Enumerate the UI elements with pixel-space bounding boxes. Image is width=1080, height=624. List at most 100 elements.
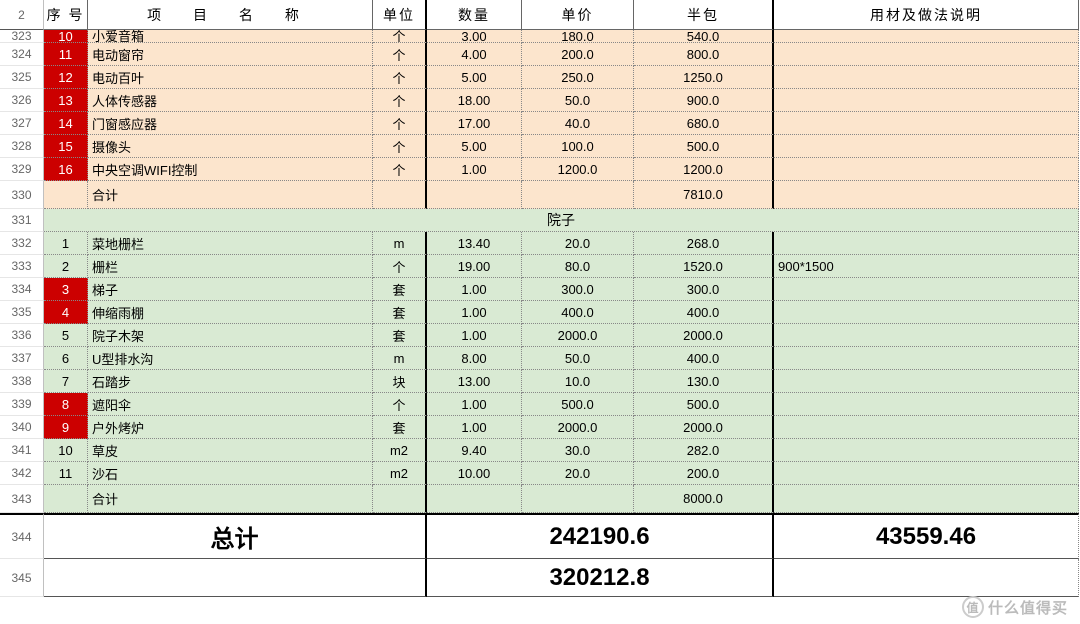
- cell[interactable]: 伸缩雨棚: [88, 301, 373, 324]
- row-number[interactable]: 332: [0, 232, 44, 255]
- cell[interactable]: 合计: [88, 485, 373, 513]
- cell[interactable]: [373, 485, 427, 513]
- cell[interactable]: [774, 232, 1079, 255]
- cell[interactable]: 沙石: [88, 462, 373, 485]
- col-half[interactable]: 半包: [634, 0, 774, 30]
- cell[interactable]: 13.40: [427, 232, 522, 255]
- row-number[interactable]: 328: [0, 135, 44, 158]
- row-number[interactable]: 329: [0, 158, 44, 181]
- cell[interactable]: m: [373, 232, 427, 255]
- cell[interactable]: 14: [44, 112, 88, 135]
- cell[interactable]: 300.0: [634, 278, 774, 301]
- cell[interactable]: 1.00: [427, 278, 522, 301]
- cell[interactable]: [774, 112, 1079, 135]
- cell[interactable]: 540.0: [634, 30, 774, 43]
- cell[interactable]: [774, 416, 1079, 439]
- cell[interactable]: 8.00: [427, 347, 522, 370]
- cell[interactable]: 282.0: [634, 439, 774, 462]
- grand-total-mid[interactable]: 242190.6: [427, 513, 774, 559]
- cell[interactable]: [774, 559, 1079, 597]
- cell[interactable]: [44, 485, 88, 513]
- cell[interactable]: 10: [44, 439, 88, 462]
- cell[interactable]: [774, 43, 1079, 66]
- cell[interactable]: 个: [373, 30, 427, 43]
- cell[interactable]: 个: [373, 255, 427, 278]
- cell[interactable]: 400.0: [634, 347, 774, 370]
- cell[interactable]: 80.0: [522, 255, 634, 278]
- cell[interactable]: 9: [44, 416, 88, 439]
- cell[interactable]: 菜地栅栏: [88, 232, 373, 255]
- cell[interactable]: 9.40: [427, 439, 522, 462]
- cell[interactable]: 16: [44, 158, 88, 181]
- cell[interactable]: [522, 485, 634, 513]
- cell[interactable]: m2: [373, 439, 427, 462]
- cell[interactable]: 8: [44, 393, 88, 416]
- cell[interactable]: 900.0: [634, 89, 774, 112]
- cell[interactable]: 摄像头: [88, 135, 373, 158]
- cell[interactable]: 2: [44, 255, 88, 278]
- cell[interactable]: 中央空调WIFI控制: [88, 158, 373, 181]
- cell[interactable]: 500.0: [522, 393, 634, 416]
- cell[interactable]: 1.00: [427, 158, 522, 181]
- row-number[interactable]: 326: [0, 89, 44, 112]
- cell[interactable]: 4.00: [427, 43, 522, 66]
- cell[interactable]: 遮阳伞: [88, 393, 373, 416]
- cell[interactable]: 电动窗帘: [88, 43, 373, 66]
- cell[interactable]: 400.0: [634, 301, 774, 324]
- cell[interactable]: 6: [44, 347, 88, 370]
- row-number[interactable]: 331: [0, 209, 44, 232]
- cell[interactable]: 块: [373, 370, 427, 393]
- cell[interactable]: 2000.0: [634, 416, 774, 439]
- cell[interactable]: 130.0: [634, 370, 774, 393]
- cell[interactable]: 1200.0: [634, 158, 774, 181]
- cell[interactable]: 500.0: [634, 135, 774, 158]
- cell[interactable]: 5.00: [427, 66, 522, 89]
- row-number[interactable]: 335: [0, 301, 44, 324]
- cell[interactable]: 门窗感应器: [88, 112, 373, 135]
- col-unit[interactable]: 单位: [373, 0, 427, 30]
- cell[interactable]: [774, 30, 1079, 43]
- cell[interactable]: 套: [373, 278, 427, 301]
- cell[interactable]: [44, 559, 427, 597]
- cell[interactable]: 个: [373, 135, 427, 158]
- cell[interactable]: [774, 393, 1079, 416]
- rownum-header[interactable]: 2: [0, 0, 44, 30]
- cell[interactable]: 680.0: [634, 112, 774, 135]
- cell[interactable]: 50.0: [522, 347, 634, 370]
- cell[interactable]: 套: [373, 416, 427, 439]
- cell[interactable]: 4: [44, 301, 88, 324]
- cell[interactable]: 个: [373, 66, 427, 89]
- cell[interactable]: 2000.0: [634, 324, 774, 347]
- cell[interactable]: 7810.0: [634, 181, 774, 209]
- grand-total-right[interactable]: 43559.46: [774, 513, 1079, 559]
- cell[interactable]: 7: [44, 370, 88, 393]
- cell[interactable]: 人体传感器: [88, 89, 373, 112]
- cell[interactable]: [774, 278, 1079, 301]
- cell[interactable]: 套: [373, 301, 427, 324]
- cell[interactable]: 1520.0: [634, 255, 774, 278]
- cell[interactable]: 石踏步: [88, 370, 373, 393]
- cell[interactable]: 1.00: [427, 324, 522, 347]
- row-number[interactable]: 340: [0, 416, 44, 439]
- grand-total-mid-2[interactable]: 320212.8: [427, 559, 774, 597]
- cell[interactable]: [522, 181, 634, 209]
- cell[interactable]: 个: [373, 89, 427, 112]
- cell[interactable]: [774, 181, 1079, 209]
- cell[interactable]: 20.0: [522, 462, 634, 485]
- cell[interactable]: 2000.0: [522, 416, 634, 439]
- cell[interactable]: 个: [373, 158, 427, 181]
- cell[interactable]: [774, 158, 1079, 181]
- row-number[interactable]: 325: [0, 66, 44, 89]
- cell[interactable]: 11: [44, 43, 88, 66]
- cell[interactable]: 11: [44, 462, 88, 485]
- cell[interactable]: 17.00: [427, 112, 522, 135]
- cell[interactable]: 30.0: [522, 439, 634, 462]
- row-number[interactable]: 333: [0, 255, 44, 278]
- row-number[interactable]: 336: [0, 324, 44, 347]
- cell[interactable]: [427, 181, 522, 209]
- col-qty[interactable]: 数量: [427, 0, 522, 30]
- cell[interactable]: 180.0: [522, 30, 634, 43]
- cell[interactable]: [427, 485, 522, 513]
- cell[interactable]: 栅栏: [88, 255, 373, 278]
- row-number[interactable]: 341: [0, 439, 44, 462]
